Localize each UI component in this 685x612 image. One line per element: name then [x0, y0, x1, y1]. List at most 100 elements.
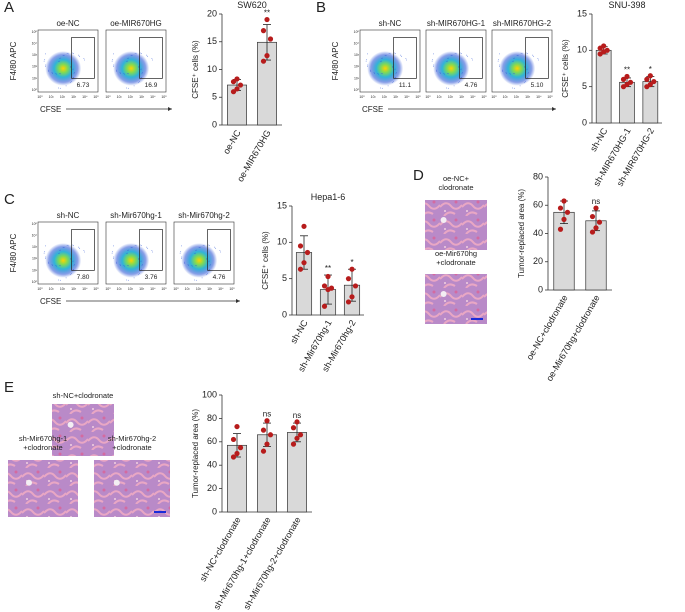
flow-x-tick: 10⁵ — [415, 95, 421, 99]
data-point — [304, 249, 311, 256]
data-point — [644, 76, 650, 82]
flow-event — [451, 55, 453, 56]
flow-title: sh-MIR670HG-1 — [427, 19, 486, 28]
flow-event — [367, 53, 368, 55]
tissue-vessel — [67, 421, 74, 428]
flow-event — [446, 87, 448, 89]
y-tick-label: 100 — [202, 389, 217, 399]
flow-event — [194, 253, 196, 254]
flow-y-tick: 10² — [32, 65, 38, 69]
flow-event — [55, 265, 57, 267]
image-caption: oe-NC+ — [443, 174, 470, 183]
flow-event — [179, 252, 181, 254]
histology-image — [8, 460, 78, 517]
gate-value: 4.76 — [213, 274, 226, 281]
data-point — [260, 28, 267, 34]
data-point — [267, 432, 274, 438]
flow-event — [370, 70, 372, 72]
flow-event — [181, 245, 182, 247]
data-point — [234, 450, 240, 457]
y-axis-label: CFSE⁺ cells (%) — [561, 39, 570, 98]
flow-event — [458, 66, 460, 68]
flow-event — [502, 69, 503, 71]
flow-event — [73, 77, 75, 78]
flow-event — [140, 69, 142, 71]
y-tick-label: 15 — [277, 200, 287, 210]
flow-event — [394, 69, 396, 71]
panel-label: A — [4, 0, 14, 16]
data-point — [349, 266, 355, 272]
flow-event — [516, 55, 518, 56]
y-tick-label: 80 — [533, 171, 543, 181]
data-point — [230, 436, 237, 443]
flow-event — [209, 264, 211, 266]
flow-event — [69, 81, 71, 83]
gate-value: 11.1 — [399, 82, 412, 89]
flow-event — [48, 261, 49, 263]
flow-event — [196, 249, 197, 251]
data-point — [596, 219, 603, 225]
flow-event — [524, 66, 526, 68]
flow-x-tick: 10⁵ — [161, 95, 167, 99]
flow-event — [116, 261, 117, 263]
flow-y-tick: 10⁰ — [32, 88, 38, 92]
y-tick-label: 0 — [582, 117, 587, 127]
data-point — [601, 43, 607, 49]
data-point — [321, 283, 328, 289]
flow-x-tick: 10² — [448, 95, 454, 99]
significance: ns — [293, 411, 301, 420]
data-point — [267, 36, 274, 42]
flow-event — [433, 64, 435, 66]
y-axis-label: CFSE⁺ cells (%) — [261, 231, 270, 290]
flow-event — [126, 253, 128, 254]
flow-x-tick: 10⁰ — [105, 95, 111, 99]
flow-event — [436, 69, 437, 71]
flow-event — [391, 81, 393, 83]
flow-event — [180, 251, 182, 253]
flow-event — [382, 57, 383, 59]
x-axis-arrowhead — [236, 299, 240, 303]
flow-y-tick: 10² — [354, 65, 360, 69]
flow-event — [393, 52, 395, 54]
flow-x-tick: 10³ — [71, 95, 77, 99]
flow-event — [440, 73, 441, 74]
flow-event — [127, 73, 129, 75]
flow-event — [384, 55, 386, 56]
flow-title: sh-Mir670hg-2 — [178, 211, 230, 220]
flow-event — [120, 73, 121, 74]
flow-event — [184, 262, 186, 264]
flow-x-tick: 10⁴ — [82, 95, 88, 99]
gate-value: 3.76 — [145, 274, 158, 281]
flow-event — [43, 252, 45, 254]
flow-event — [181, 257, 182, 259]
flow-event — [461, 72, 463, 74]
flow-event — [499, 64, 501, 66]
flow-event — [373, 72, 375, 74]
y-tick-label: 5 — [212, 92, 217, 102]
flow-event — [517, 55, 519, 56]
flow-event — [45, 65, 46, 67]
flow-event — [71, 52, 73, 54]
flow-event — [140, 260, 142, 262]
flow-event — [45, 256, 47, 258]
chart-title: SNU-398 — [608, 0, 645, 10]
flow-event — [119, 72, 121, 74]
data-point — [230, 79, 237, 85]
flow-event — [521, 53, 523, 55]
flow-title: oe-MIR670HG — [110, 19, 162, 28]
flow-event — [497, 60, 499, 62]
flow-y-tick: 10⁵ — [354, 30, 360, 34]
flow-y-tick: 10² — [32, 257, 38, 261]
y-axis-label: F4/80 APC — [9, 233, 18, 272]
flow-event — [206, 258, 208, 260]
flow-event — [467, 55, 469, 57]
flow-event — [208, 260, 210, 262]
flow-event — [526, 53, 528, 55]
flow-event — [73, 269, 75, 270]
data-point — [260, 448, 267, 454]
data-point — [290, 441, 297, 447]
flow-event — [209, 269, 211, 270]
data-point — [349, 294, 355, 300]
flow-event — [366, 59, 368, 61]
